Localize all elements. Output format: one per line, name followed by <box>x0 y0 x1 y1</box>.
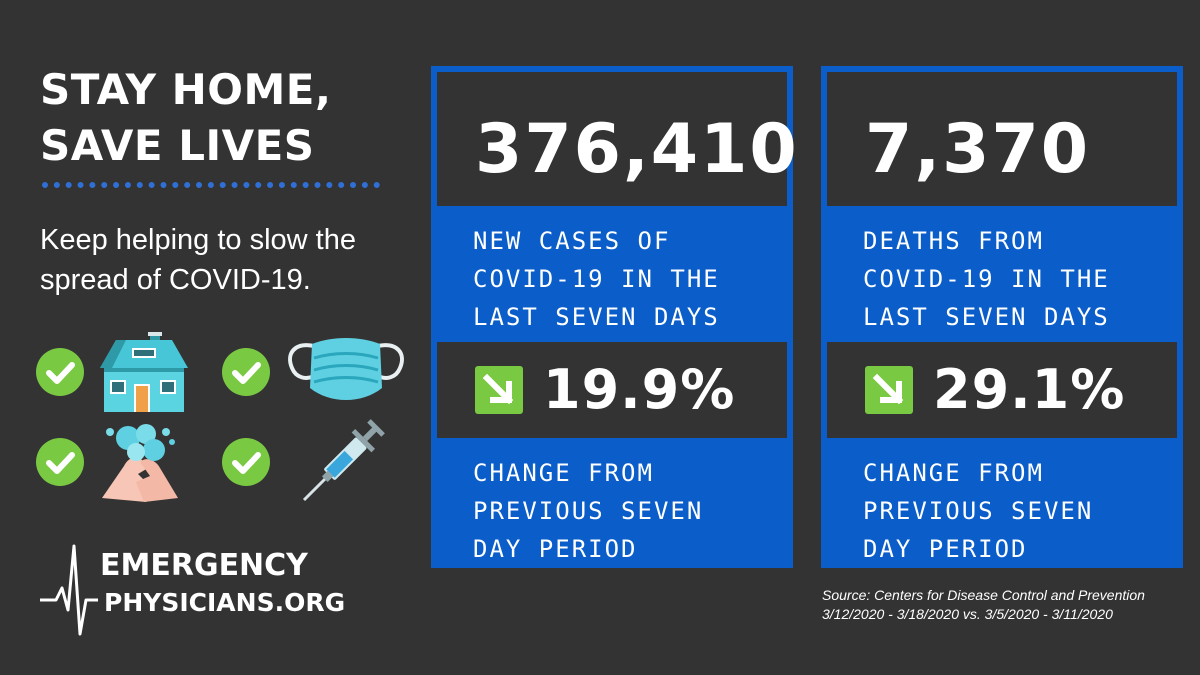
deaths-change-panel: 29.1% <box>827 342 1177 438</box>
headline: STAY HOME, SAVE LIVES <box>40 62 400 174</box>
new-cases-label-line: NEW CASES OF <box>473 227 671 255</box>
change-label-line: PREVIOUS SEVEN <box>863 497 1094 525</box>
change-label-line: PREVIOUS SEVEN <box>473 497 704 525</box>
deaths-number-panel: 7,370 <box>827 72 1177 206</box>
logo-text-physicians: PHYSICIANS.ORG <box>104 588 346 617</box>
check-icon <box>36 438 84 486</box>
subtitle: Keep helping to slow the spread of COVID… <box>40 220 410 300</box>
deaths-label: DEATHS FROM COVID-19 IN THE LAST SEVEN D… <box>863 222 1110 336</box>
logo-text-emergency: EMERGENCY <box>100 548 308 583</box>
new-cases-change-percent: 19.9% <box>543 358 736 421</box>
check-icon <box>222 348 270 396</box>
subtitle-line-2: spread of COVID-19. <box>40 264 311 296</box>
dotted-divider <box>42 182 380 188</box>
down-right-arrow-icon <box>475 366 523 414</box>
heartbeat-icon <box>40 544 98 636</box>
deaths-change-label: CHANGE FROM PREVIOUS SEVEN DAY PERIOD <box>863 454 1093 568</box>
deaths-label-line: LAST SEVEN DAYS <box>863 303 1110 331</box>
new-cases-label: NEW CASES OF COVID-19 IN THE LAST SEVEN … <box>473 222 720 336</box>
deaths-change-percent: 29.1% <box>933 358 1126 421</box>
new-cases-card: 376,410 NEW CASES OF COVID-19 IN THE LAS… <box>431 66 797 568</box>
subtitle-line-1: Keep helping to slow the <box>40 224 356 256</box>
new-cases-label-line: LAST SEVEN DAYS <box>473 303 720 331</box>
check-icon <box>222 438 270 486</box>
down-right-arrow-icon <box>865 366 913 414</box>
deaths-label-line: COVID-19 IN THE <box>863 265 1110 293</box>
emergency-physicians-logo: EMERGENCY PHYSICIANS.ORG <box>40 540 345 640</box>
change-label-line: DAY PERIOD <box>473 535 638 563</box>
deaths-number: 7,370 <box>865 110 1091 189</box>
source-line-1: Source: Centers for Disease Control and … <box>822 587 1145 603</box>
house-icon <box>96 332 192 417</box>
change-label-line: CHANGE FROM <box>863 459 1044 487</box>
source-line-2: 3/12/2020 - 3/18/2020 vs. 3/5/2020 - 3/1… <box>822 606 1113 622</box>
headline-line-1: STAY HOME, <box>40 65 332 114</box>
check-icon <box>36 348 84 396</box>
new-cases-number: 376,410 <box>475 110 799 189</box>
new-cases-change-panel: 19.9% <box>437 342 787 438</box>
new-cases-change-label: CHANGE FROM PREVIOUS SEVEN DAY PERIOD <box>473 454 703 568</box>
change-label-line: DAY PERIOD <box>863 535 1028 563</box>
deaths-card: 7,370 DEATHS FROM COVID-19 IN THE LAST S… <box>821 66 1183 568</box>
new-cases-number-panel: 376,410 <box>437 72 797 206</box>
face-mask-icon <box>286 334 406 415</box>
source-note: Source: Centers for Disease Control and … <box>822 586 1182 624</box>
hand-washing-icon <box>98 422 182 507</box>
change-label-line: CHANGE FROM <box>473 459 654 487</box>
headline-line-2: SAVE LIVES <box>40 121 315 170</box>
new-cases-label-line: COVID-19 IN THE <box>473 265 720 293</box>
deaths-label-line: DEATHS FROM <box>863 227 1044 255</box>
syringe-icon <box>300 418 390 509</box>
